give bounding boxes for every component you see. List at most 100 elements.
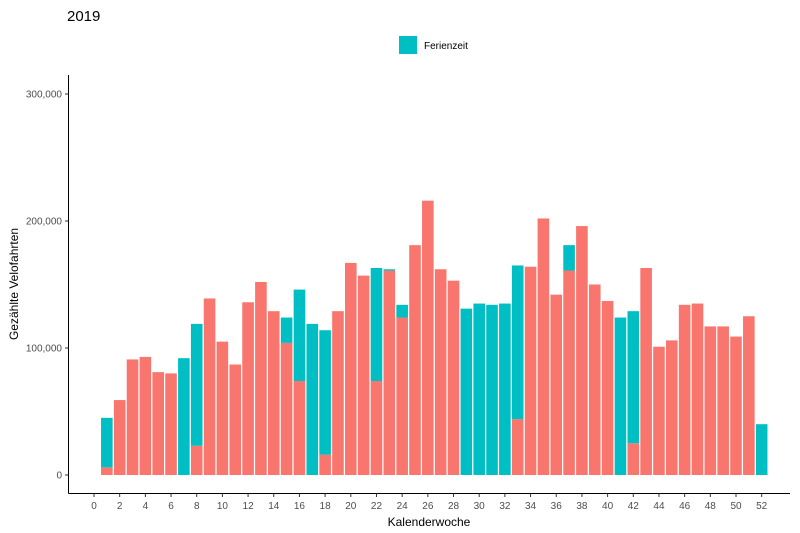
x-tick-label: 28	[448, 501, 460, 512]
x-tick-label: 46	[679, 501, 691, 512]
bar-regular-week-48	[704, 326, 717, 475]
x-tick-label: 20	[345, 501, 357, 512]
bar-regular-week-23	[383, 270, 396, 475]
bar-regular-week-43	[640, 267, 652, 475]
x-tick-label: 14	[268, 501, 280, 512]
bar-regular-week-33	[511, 419, 524, 475]
bar-regular-week-20	[345, 262, 357, 475]
x-tick-label: 16	[294, 501, 306, 512]
y-tick-label: 0	[56, 471, 62, 482]
x-tick-label: 38	[576, 501, 588, 512]
bar-regular-week-34	[524, 266, 537, 475]
y-tick-label: 300,000	[26, 90, 63, 101]
bar-ferienzeit-week-32	[499, 303, 511, 475]
bar-regular-week-1	[101, 467, 113, 475]
bar-ferienzeit-week-18	[319, 330, 331, 455]
bar-ferienzeit-week-1	[101, 417, 113, 468]
bar-ferienzeit-week-16	[293, 289, 306, 382]
bar-regular-week-40	[601, 301, 614, 475]
x-tick-label: 42	[628, 501, 640, 512]
x-tick-label: 48	[705, 501, 717, 512]
bar-regular-week-44	[653, 346, 665, 475]
bar-regular-week-22	[370, 381, 383, 475]
bar-regular-week-14	[267, 311, 280, 475]
y-axis: 0 100,000 200,000 300,000	[26, 90, 69, 482]
bar-ferienzeit-week-24	[396, 304, 408, 318]
bar-regular-week-12	[242, 302, 254, 475]
x-tick-label: 0	[91, 501, 97, 512]
x-tick-label: 4	[143, 501, 149, 512]
y-axis-title: Gezählte Velofahrten	[7, 228, 21, 340]
bar-regular-week-37	[563, 270, 575, 475]
x-tick-label: 2	[117, 501, 123, 512]
x-axis: 0 2 4 6 8 10 12 14 16 18 20 22 24 26 28 30 32 34 36 38 40 42 4…	[91, 493, 768, 512]
bar-ferienzeit-week-8	[190, 323, 203, 446]
y-tick-label: 100,000	[26, 344, 63, 355]
bar-regular-week-36	[550, 294, 563, 475]
bar-regular-week-5	[152, 372, 164, 475]
bar-regular-week-46	[678, 304, 691, 475]
x-tick-label: 6	[168, 501, 174, 512]
bar-regular-week-3	[126, 359, 139, 475]
x-tick-label: 26	[422, 501, 434, 512]
bar-regular-week-26	[422, 200, 434, 475]
bar-regular-week-2	[113, 400, 126, 475]
bar-ferienzeit-week-37	[563, 245, 575, 271]
x-tick-label: 32	[499, 501, 511, 512]
bar-ferienzeit-week-15	[280, 317, 293, 343]
x-tick-label: 44	[653, 501, 665, 512]
x-axis-title: Kalenderwoche	[388, 515, 471, 529]
x-tick-label: 40	[602, 501, 614, 512]
bar-regular-week-35	[537, 218, 550, 475]
x-tick-label: 8	[194, 501, 200, 512]
bar-regular-week-10	[216, 341, 229, 475]
legend-label-ferienzeit: Ferienzeit	[424, 41, 468, 52]
bar-regular-week-19	[332, 311, 344, 475]
bar-regular-week-50	[730, 336, 742, 475]
bar-regular-week-4	[139, 356, 152, 475]
bars	[101, 200, 768, 475]
bar-regular-week-21	[357, 275, 370, 475]
bar-regular-week-15	[280, 342, 293, 475]
bar-regular-week-38	[576, 226, 588, 475]
x-tick-label: 36	[551, 501, 563, 512]
bar-ferienzeit-week-22	[370, 267, 383, 382]
bar-regular-week-39	[588, 284, 601, 475]
bar-ferienzeit-week-23	[383, 269, 396, 271]
bar-regular-week-49	[717, 326, 729, 475]
x-tick-label: 10	[217, 501, 229, 512]
x-tick-label: 22	[371, 501, 383, 512]
bar-regular-week-47	[691, 303, 704, 475]
legend: Ferienzeit	[399, 36, 468, 54]
bar-ferienzeit-week-52	[755, 424, 768, 475]
bar-regular-week-8	[190, 445, 203, 475]
x-tick-label: 18	[320, 501, 332, 512]
bar-ferienzeit-week-30	[473, 303, 485, 475]
x-tick-label: 24	[397, 501, 409, 512]
x-tick-label: 52	[756, 501, 768, 512]
x-tick-label: 34	[525, 501, 537, 512]
bar-regular-week-6	[165, 373, 177, 475]
x-tick-label: 12	[243, 501, 255, 512]
bar-ferienzeit-week-31	[486, 304, 498, 475]
bar-regular-week-9	[203, 298, 216, 475]
bar-regular-week-18	[319, 454, 331, 475]
bar-ferienzeit-week-29	[460, 308, 473, 475]
legend-swatch-ferienzeit	[399, 36, 417, 54]
bar-regular-week-25	[409, 245, 421, 475]
bar-ferienzeit-week-33	[511, 265, 524, 420]
bar-regular-week-42	[627, 443, 640, 475]
bar-regular-week-28	[447, 280, 460, 475]
x-tick-label: 50	[730, 501, 742, 512]
bar-ferienzeit-week-7	[178, 358, 190, 475]
bar-regular-week-24	[396, 317, 408, 475]
bar-regular-week-13	[255, 281, 267, 475]
bar-ferienzeit-week-17	[306, 323, 319, 475]
bar-ferienzeit-week-41	[614, 317, 627, 475]
bar-regular-week-27	[434, 269, 447, 475]
chart-title: 2019	[67, 8, 100, 25]
bar-regular-week-51	[743, 316, 755, 475]
bar-regular-week-11	[229, 364, 242, 475]
bar-regular-week-16	[293, 381, 306, 475]
